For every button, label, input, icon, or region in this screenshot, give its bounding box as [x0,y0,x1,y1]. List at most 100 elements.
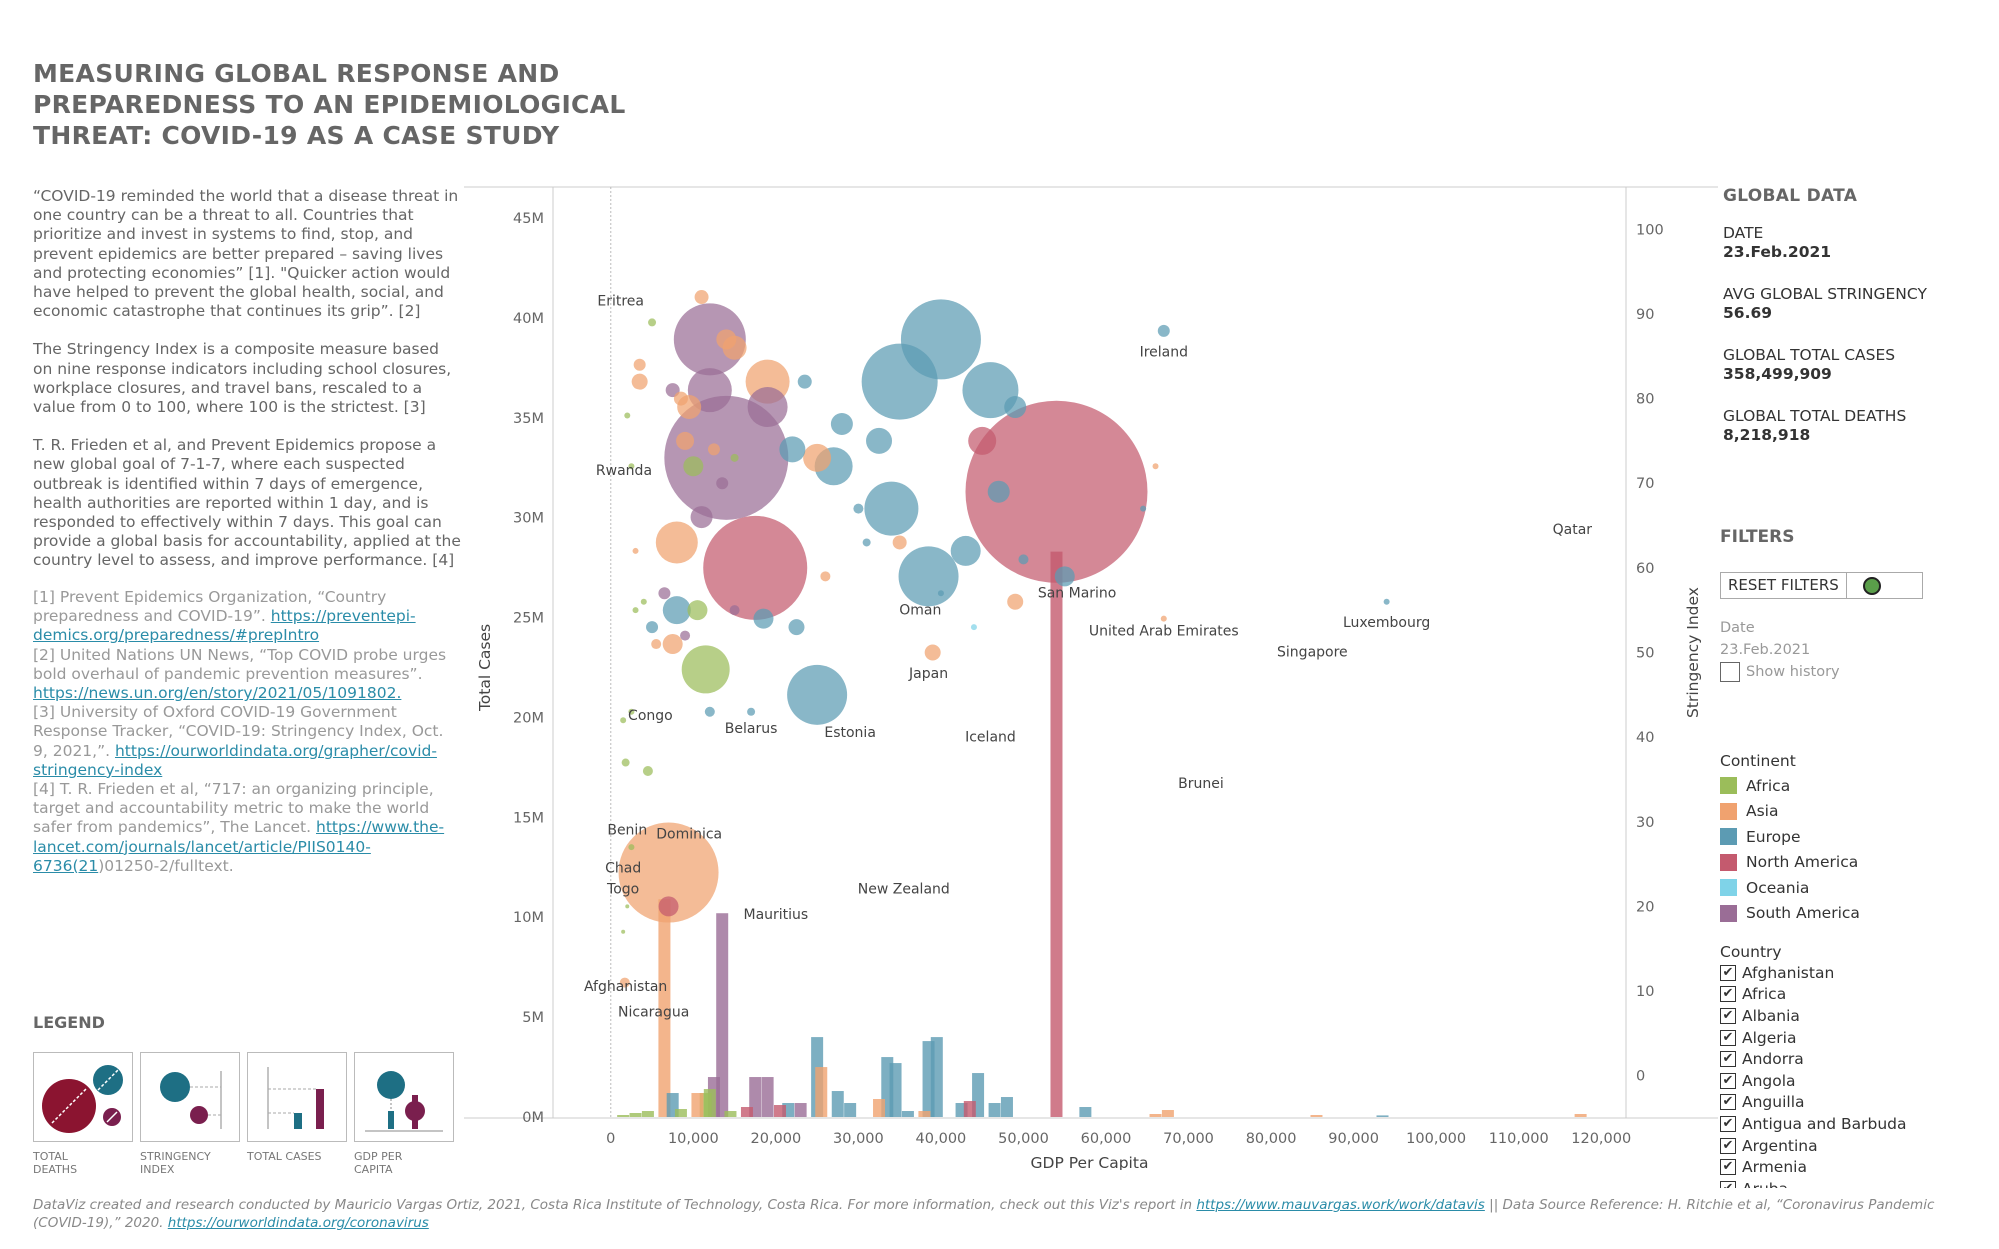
cases-bar[interactable] [1574,1114,1587,1117]
country-bubble[interactable] [664,395,789,520]
country-bubble[interactable] [950,535,981,566]
country-bubble[interactable] [673,391,688,406]
cases-bar[interactable] [658,899,671,1117]
cases-bar[interactable] [1149,1114,1162,1117]
cases-bar[interactable] [1000,1097,1013,1117]
country-item-aruba[interactable]: ✔ Aruba [1720,1178,1980,1188]
country-bubble[interactable] [640,598,647,605]
country-bubble[interactable] [628,708,635,715]
country-item-andorra[interactable]: ✔ Andorra [1720,1048,1980,1070]
country-bubble[interactable] [618,822,719,923]
cases-bar[interactable] [815,1067,828,1117]
cases-bar[interactable] [930,1037,943,1117]
country-item-africa[interactable]: ✔ Africa [1720,984,1980,1006]
country-checkbox[interactable]: ✔ [1720,964,1736,981]
country-bubble[interactable] [1140,505,1147,512]
country-bubble[interactable] [803,443,832,472]
cases-bar[interactable] [794,1103,807,1117]
bubble-bar-chart[interactable]: Eritrea Rwanda Ireland Qatar San Marino Oman U… [464,185,1720,1172]
country-item-afghanistan[interactable]: ✔ Afghanistan [1720,962,1980,984]
reset-filters-button[interactable]: RESET FILTERS [1720,572,1923,599]
continent-item-south-america[interactable]: South America [1720,901,1860,927]
country-bubble[interactable] [965,400,1148,583]
country-bubble[interactable] [892,535,907,550]
country-checkbox[interactable]: ✔ [1720,1137,1736,1154]
country-bubble[interactable] [628,844,635,851]
country-bubble[interactable] [1157,324,1170,337]
date-filter-value[interactable]: 23.Feb.2021 [1720,642,1811,658]
country-bubble[interactable] [716,477,729,490]
country-item-albania[interactable]: ✔ Albania [1720,1005,1980,1027]
country-bubble[interactable] [680,630,691,641]
country-bubble[interactable] [687,600,708,621]
country-bubble[interactable] [1152,463,1159,470]
country-bubble[interactable] [898,546,959,607]
country-bubble[interactable] [1383,598,1390,605]
cases-bar[interactable] [963,1101,976,1117]
show-history-toggle[interactable]: Show history [1720,661,1980,683]
cases-bar[interactable] [691,1093,704,1117]
country-bubble[interactable] [632,607,639,614]
cases-bar[interactable] [901,1111,914,1117]
country-checkbox[interactable]: ✔ [1720,1072,1736,1089]
country-checkbox[interactable]: ✔ [1720,1180,1736,1188]
cases-bar[interactable] [844,1103,857,1117]
country-checkbox[interactable]: ✔ [1720,1159,1736,1176]
reference-1-link[interactable]: https://preventepi-demics.org/preparedne… [33,607,416,645]
cases-bar[interactable] [988,1103,1001,1117]
country-bubble[interactable] [864,481,919,536]
cases-bar[interactable] [873,1099,886,1117]
country-bubble[interactable] [658,896,679,917]
country-bubble[interactable] [628,463,635,470]
country-bubble[interactable] [646,621,659,634]
country-bubble[interactable] [683,456,704,477]
country-bubble[interactable] [788,619,805,636]
country-bubble[interactable] [747,387,788,428]
country-bubble[interactable] [662,596,691,625]
country-checkbox[interactable]: ✔ [1720,1007,1736,1024]
country-bubble[interactable] [648,318,657,327]
show-history-checkbox[interactable] [1720,662,1740,682]
continent-item-europe[interactable]: Europe [1720,824,1860,850]
country-checkbox[interactable]: ✔ [1720,1094,1736,1111]
country-item-angola[interactable]: ✔ Angola [1720,1070,1980,1092]
cases-bar[interactable] [918,1111,931,1117]
continent-item-north-america[interactable]: North America [1720,850,1860,876]
continent-item-oceania[interactable]: Oceania [1720,875,1860,901]
country-checkbox[interactable]: ✔ [1720,1115,1736,1132]
country-checkbox[interactable]: ✔ [1720,1051,1736,1068]
country-bubble[interactable] [1018,554,1029,565]
country-item-armenia[interactable]: ✔ Armenia [1720,1156,1980,1178]
cases-bar[interactable] [716,913,729,1117]
cases-bar[interactable] [617,1115,630,1117]
country-bubble[interactable] [830,412,853,435]
country-bubble[interactable] [619,977,630,988]
country-item-algeria[interactable]: ✔ Algeria [1720,1027,1980,1049]
country-bubble[interactable] [1160,615,1167,622]
cases-bar[interactable] [761,1077,774,1117]
cases-bar[interactable] [1161,1110,1174,1117]
country-bubble[interactable] [1007,593,1024,610]
cases-bar[interactable] [629,1113,642,1117]
country-bubble[interactable] [694,290,709,305]
cases-bar[interactable] [889,1063,902,1117]
country-bubble[interactable] [716,329,737,350]
cases-bar[interactable] [831,1091,844,1117]
country-bubble[interactable] [704,706,715,717]
country-bubble[interactable] [1004,396,1027,419]
cases-bar[interactable] [674,1109,687,1117]
continent-item-asia[interactable]: Asia [1720,799,1860,825]
country-bubble[interactable] [747,707,756,716]
cases-bar[interactable] [703,1089,716,1117]
country-bubble[interactable] [624,412,631,419]
country-bubble[interactable] [970,624,977,631]
country-bubble[interactable] [621,929,626,934]
reference-3-link[interactable]: https://ourworldindata.org/grapher/covid… [33,741,437,779]
country-bubble[interactable] [987,480,1010,503]
country-bubble[interactable] [620,717,627,724]
country-bubble[interactable] [631,373,648,390]
country-bubble[interactable] [820,571,831,582]
country-bubble[interactable] [676,431,695,450]
country-bubble[interactable] [730,453,739,462]
country-bubble[interactable] [962,362,1019,419]
